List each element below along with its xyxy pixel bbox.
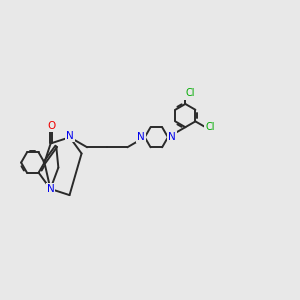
- Text: N: N: [46, 184, 54, 194]
- Text: N: N: [66, 131, 74, 141]
- Text: Cl: Cl: [186, 88, 195, 98]
- Text: O: O: [47, 121, 56, 131]
- Text: Cl: Cl: [205, 122, 215, 132]
- Text: N: N: [168, 132, 176, 142]
- Text: N: N: [137, 132, 145, 142]
